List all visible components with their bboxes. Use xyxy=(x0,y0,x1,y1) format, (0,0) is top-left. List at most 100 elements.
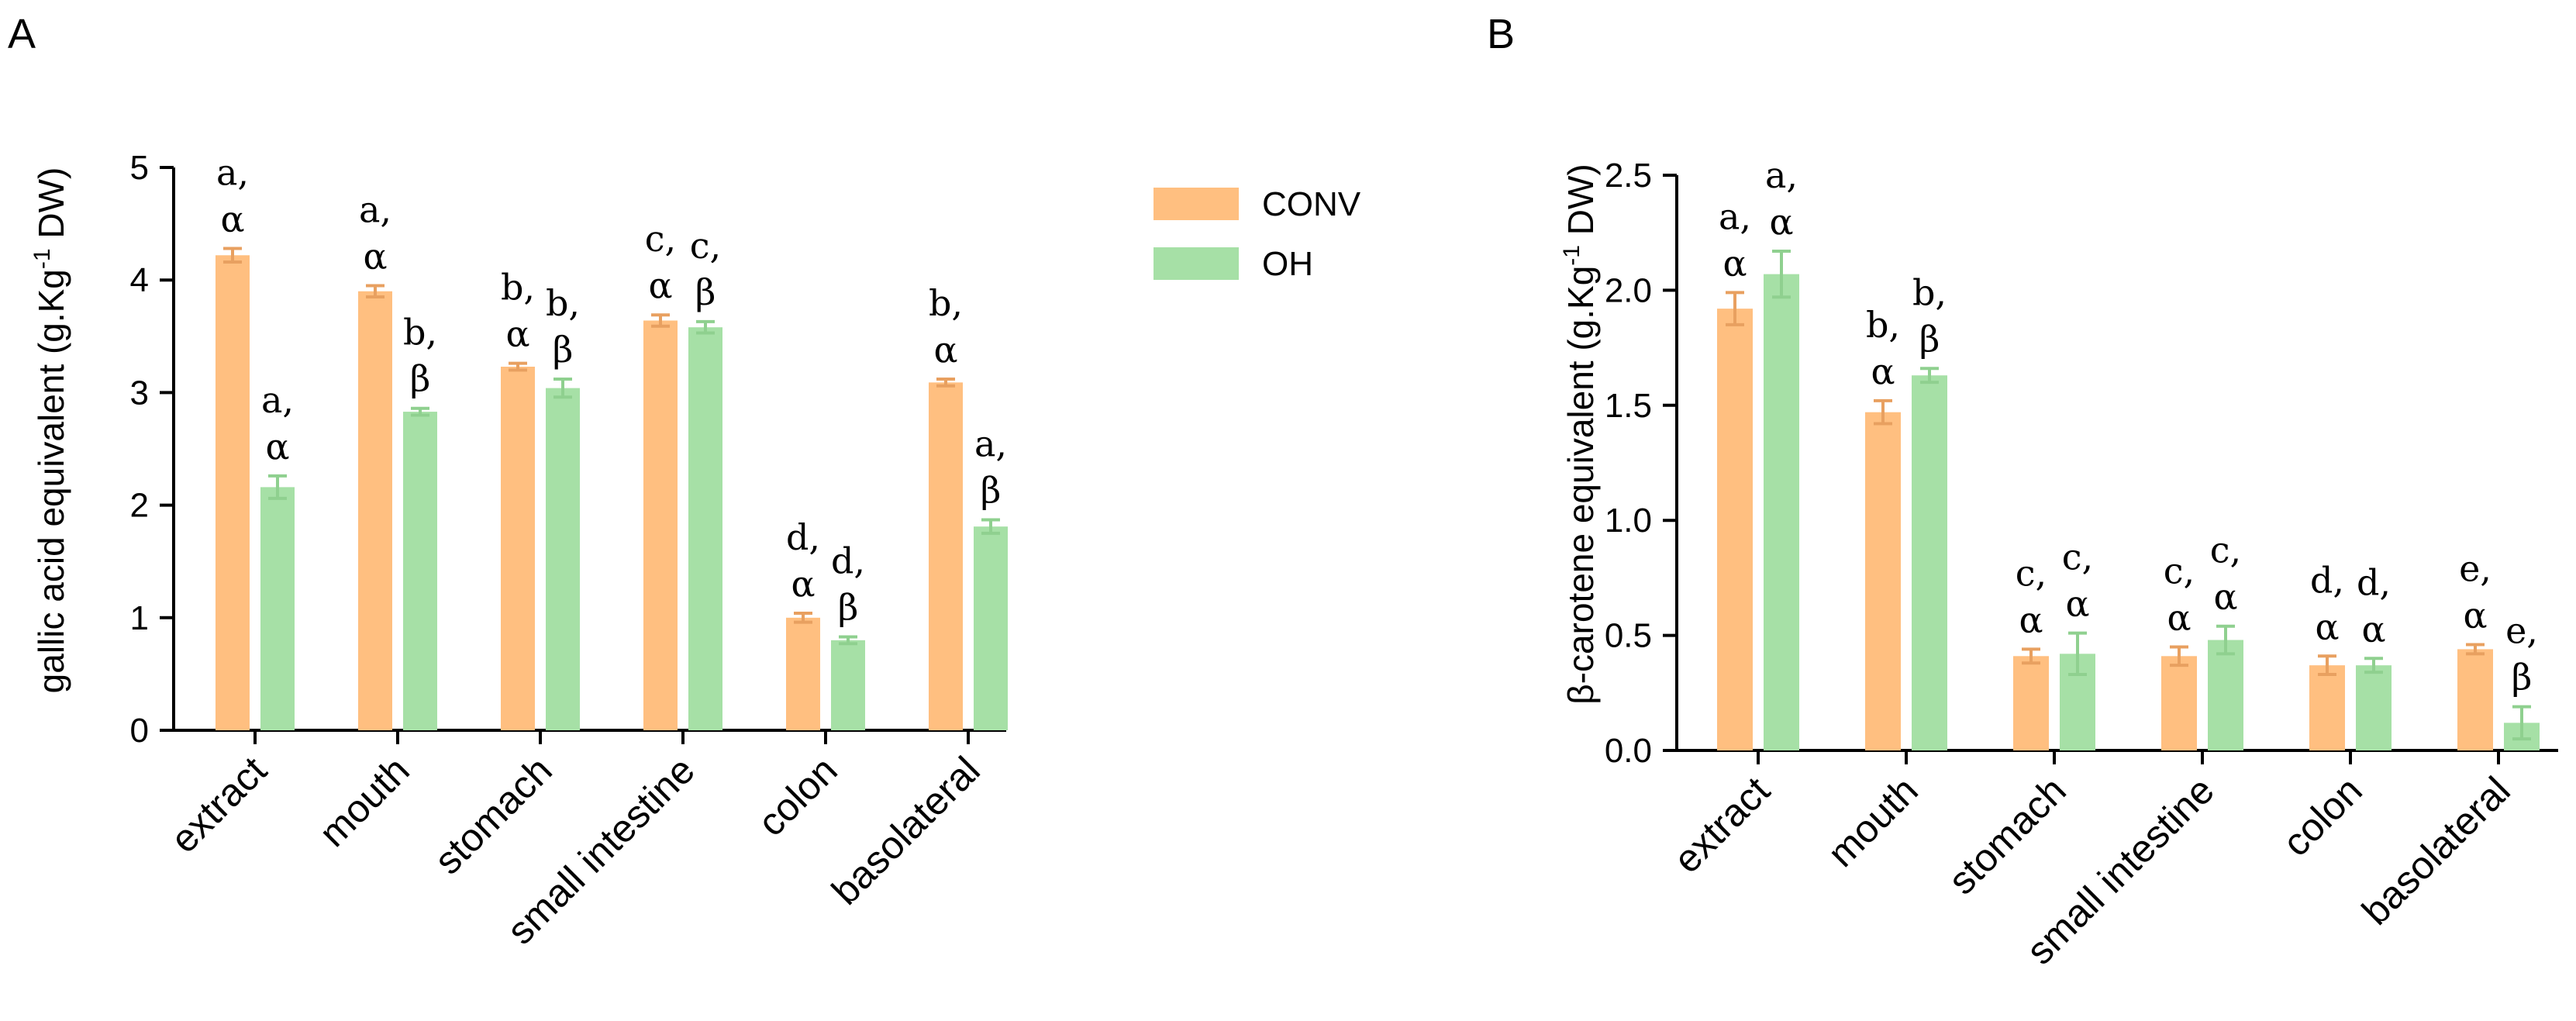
x-tick-label: stomach xyxy=(426,748,560,882)
significance-letter: b, xyxy=(501,267,535,309)
x-tick-label: stomach xyxy=(1940,768,2074,902)
x-tick-label: mouth xyxy=(1819,768,1926,875)
bar-oh xyxy=(2356,665,2392,750)
significance-letter: a, xyxy=(359,188,391,230)
bar-conv xyxy=(929,382,963,730)
significance-letter: c, xyxy=(2210,529,2241,571)
significance-greek: α xyxy=(1723,242,1747,284)
significance-letter: c, xyxy=(2062,536,2093,578)
legend-swatch-oh xyxy=(1154,247,1239,280)
x-tick-label: extract xyxy=(162,748,275,861)
bar-conv xyxy=(786,617,820,730)
y-tick-label: 1.5 xyxy=(1605,387,1652,425)
significance-greek: β xyxy=(1919,318,1940,360)
x-tick-label: mouth xyxy=(311,748,418,855)
significance-greek: α xyxy=(1769,201,1793,243)
y-tick-label: 0 xyxy=(130,712,149,750)
significance-letter: d, xyxy=(2357,561,2391,603)
significance-greek: α xyxy=(2463,594,2487,636)
significance-letter: c, xyxy=(690,225,721,267)
bar-oh xyxy=(831,640,865,730)
y-tick-label: 2.0 xyxy=(1605,271,1652,309)
significance-greek: α xyxy=(2065,583,2089,625)
significance-letter: d, xyxy=(2310,559,2344,601)
significance-letter: a, xyxy=(1719,195,1751,237)
y-tick-label: 2.5 xyxy=(1605,157,1652,195)
bar-conv xyxy=(2309,665,2345,750)
panel-a: A gallic acid equivalent (g.Kg-1 DW) 0 1 2… xyxy=(8,11,1008,953)
y-tick-label: 0.5 xyxy=(1605,617,1652,655)
bar-conv xyxy=(2161,656,2197,750)
bar-oh xyxy=(974,526,1008,730)
panel-b: B β-carotene equivalent (g.Kg-1 DW) 0.0 0… xyxy=(1487,11,2558,973)
significance-greek: β xyxy=(2512,657,2533,698)
bar-conv xyxy=(2457,649,2493,750)
significance-letter: a, xyxy=(216,152,249,194)
y-tick-label: 2 xyxy=(130,487,149,525)
y-tick-label: 1.0 xyxy=(1605,502,1652,540)
x-tick-label: colon xyxy=(750,748,846,844)
significance-greek: α xyxy=(933,329,957,371)
y-tick-label: 1 xyxy=(130,599,149,637)
significance-letter: c, xyxy=(2016,552,2047,594)
x-tick-label: basolateral xyxy=(2354,768,2519,933)
bar-oh xyxy=(2208,640,2243,750)
significance-letter: c, xyxy=(2164,550,2195,592)
bar-conv xyxy=(358,291,392,731)
legend-label-oh: OH xyxy=(1262,245,1313,283)
significance-greek: α xyxy=(2213,576,2237,618)
significance-letter: b, xyxy=(929,282,963,324)
significance-greek: β xyxy=(981,469,1002,511)
bar-oh xyxy=(688,327,722,731)
significance-letter: b, xyxy=(1912,271,1947,313)
significance-letter: d, xyxy=(786,516,820,558)
significance-letter: b, xyxy=(403,312,437,354)
panel-a-plot: 012345extractαa,αa,mouthαa,βb,stomachαb,… xyxy=(130,149,1008,953)
significance-greek: α xyxy=(265,426,289,467)
bar-conv xyxy=(501,367,535,730)
bar-conv xyxy=(216,255,250,731)
significance-greek: α xyxy=(648,264,672,306)
x-tick-label: basolateral xyxy=(823,748,988,913)
bar-conv xyxy=(2013,656,2049,750)
significance-greek: α xyxy=(1871,350,1895,392)
bar-oh xyxy=(1764,274,1799,750)
significance-greek: α xyxy=(791,563,815,605)
significance-greek: α xyxy=(2361,608,2385,650)
bar-oh xyxy=(1912,375,1947,750)
y-tick-label: 4 xyxy=(130,261,149,299)
panel-a-label: A xyxy=(8,11,36,57)
significance-greek: β xyxy=(838,586,859,628)
x-tick-label: colon xyxy=(2274,768,2371,864)
panel-b-ylabel: β-carotene equivalent (g.Kg-1 DW) xyxy=(1559,164,1601,704)
significance-letter: a, xyxy=(974,423,1007,464)
y-tick-label: 5 xyxy=(130,149,149,187)
significance-greek: β xyxy=(695,271,716,313)
significance-greek: α xyxy=(2167,596,2191,638)
significance-letter: a, xyxy=(1765,154,1798,196)
legend-swatch-conv xyxy=(1154,188,1239,220)
significance-greek: α xyxy=(2019,598,2043,640)
bar-oh xyxy=(546,388,580,730)
significance-letter: c, xyxy=(645,218,676,260)
significance-greek: α xyxy=(2315,605,2339,647)
bar-oh xyxy=(260,487,295,730)
y-tick-label: 0.0 xyxy=(1605,732,1652,770)
bar-conv xyxy=(643,320,678,730)
significance-letter: e, xyxy=(2459,547,2492,589)
x-tick-label: extract xyxy=(1665,768,1778,881)
bar-conv xyxy=(1717,309,1753,750)
legend: CONV OH xyxy=(1154,185,1361,283)
panel-b-label: B xyxy=(1487,11,1515,57)
significance-letter: b, xyxy=(546,282,580,324)
significance-greek: α xyxy=(505,313,529,355)
significance-greek: β xyxy=(410,358,431,400)
bar-conv xyxy=(1865,412,1901,750)
significance-letter: b, xyxy=(1866,304,1900,346)
significance-letter: d, xyxy=(831,540,865,581)
significance-letter: a, xyxy=(261,379,294,421)
bar-oh xyxy=(403,412,437,730)
panel-a-ylabel: gallic acid equivalent (g.Kg-1 DW) xyxy=(29,167,71,694)
